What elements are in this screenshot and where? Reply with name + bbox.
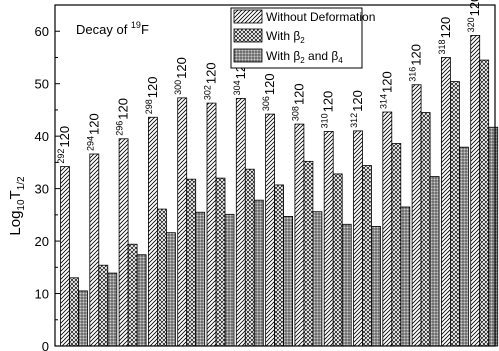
bar-diagonal-300: [177, 97, 188, 347]
bar-dots-308: [312, 211, 323, 347]
y-tick-label: 50: [35, 77, 49, 92]
bar-crosshatch-316: [420, 112, 431, 347]
bar-crosshatch-300: [186, 178, 197, 347]
bar-dots-312: [371, 225, 381, 347]
bar-diagonal-308: [294, 123, 305, 347]
y-tick-label: 10: [35, 287, 49, 302]
legend-label: With β2: [266, 29, 305, 45]
category-label-300: 300120: [173, 57, 189, 95]
legend-swatch-dots: [233, 48, 263, 63]
bar-diagonal-298: [147, 116, 158, 347]
bar-crosshatch-320: [479, 59, 490, 347]
category-label-296: 296120: [115, 98, 131, 136]
bar-dots-292: [78, 290, 88, 347]
bar-diagonal-310: [323, 131, 334, 347]
bar-diagonal-302: [206, 102, 217, 347]
category-label-316: 316120: [408, 44, 424, 82]
bars-layer: [60, 35, 499, 347]
bar-dots-296: [136, 254, 147, 347]
bar-crosshatch-308: [303, 160, 314, 347]
bar-diagonal-318: [440, 57, 451, 347]
bar-crosshatch-310: [332, 173, 343, 347]
legend-entry-with-beta2: With β2: [233, 28, 305, 45]
bar-dots-298: [165, 232, 176, 347]
bar-diagonal-320: [470, 35, 481, 347]
category-label-298: 298120: [144, 77, 160, 115]
category-label-292: 292120: [56, 126, 72, 164]
bar-dots-318: [458, 146, 469, 347]
y-tick-label: 30: [35, 182, 49, 197]
category-label-312: 312120: [349, 90, 365, 128]
y-tick-label: 20: [35, 234, 49, 249]
bar-crosshatch-298: [156, 208, 167, 347]
bar-diagonal-292: [60, 166, 70, 347]
bar-diagonal-312: [353, 130, 363, 347]
category-label-302: 302120: [203, 62, 219, 100]
category-label-310: 310120: [320, 91, 336, 129]
bar-crosshatch-314: [391, 143, 402, 347]
bar-crosshatch-312: [362, 165, 372, 347]
bar-crosshatch-304: [244, 168, 255, 347]
decay-annotation: Decay of 19F: [76, 20, 149, 37]
bar-dots-314: [400, 206, 411, 347]
bar-diagonal-294: [89, 153, 100, 347]
bar-crosshatch-302: [215, 177, 226, 347]
bar-crosshatch-294: [98, 264, 109, 347]
category-label-306: 306120: [261, 73, 277, 111]
bar-crosshatch-296: [127, 243, 138, 347]
bar-dots-306: [283, 216, 294, 347]
y-axis: 0 10 20 30 40 50 60: [35, 24, 60, 351]
bar-dots-320: [488, 126, 499, 347]
plot-frame: [54, 4, 496, 347]
bar-dots-316: [429, 176, 440, 347]
bar-dots-304: [253, 199, 264, 347]
y-tick-label: 0: [42, 339, 49, 351]
bar-crosshatch-292: [69, 277, 79, 347]
legend: Without Deformation With β2 With β2 and …: [230, 7, 375, 69]
bar-dots-310: [341, 223, 352, 347]
legend-swatch-diagonal: [233, 9, 263, 24]
bar-dots-294: [107, 272, 118, 347]
bar-diagonal-306: [265, 113, 276, 347]
y-tick-label: 40: [35, 129, 49, 144]
category-label-294: 294120: [85, 113, 101, 151]
legend-label: Without Deformation: [266, 10, 375, 24]
category-labels: 2921202941202961202981203001203021203041…: [56, 0, 482, 164]
category-label-308: 308120: [290, 83, 306, 121]
y-axis-label: Log10T1/2: [7, 176, 27, 236]
bar-crosshatch-306: [274, 184, 285, 347]
bar-dots-302: [224, 213, 235, 347]
category-label-318: 318120: [437, 17, 453, 55]
legend-label: With β2 and β4: [266, 49, 343, 65]
legend-swatch-crosshatch: [233, 28, 263, 43]
legend-entry-without-deformation: Without Deformation: [233, 9, 375, 24]
bar-diagonal-316: [411, 84, 422, 347]
bar-crosshatch-318: [449, 81, 460, 347]
category-label-320: 320120: [466, 0, 482, 32]
legend-entry-with-beta2-beta4: With β2 and β4: [233, 48, 343, 65]
bar-diagonal-314: [382, 111, 393, 347]
bar-diagonal-304: [235, 97, 246, 347]
y-tick-label: 60: [35, 24, 49, 39]
bar-dots-300: [195, 211, 206, 347]
bar-diagonal-296: [118, 138, 129, 347]
category-label-314: 314120: [378, 71, 394, 109]
